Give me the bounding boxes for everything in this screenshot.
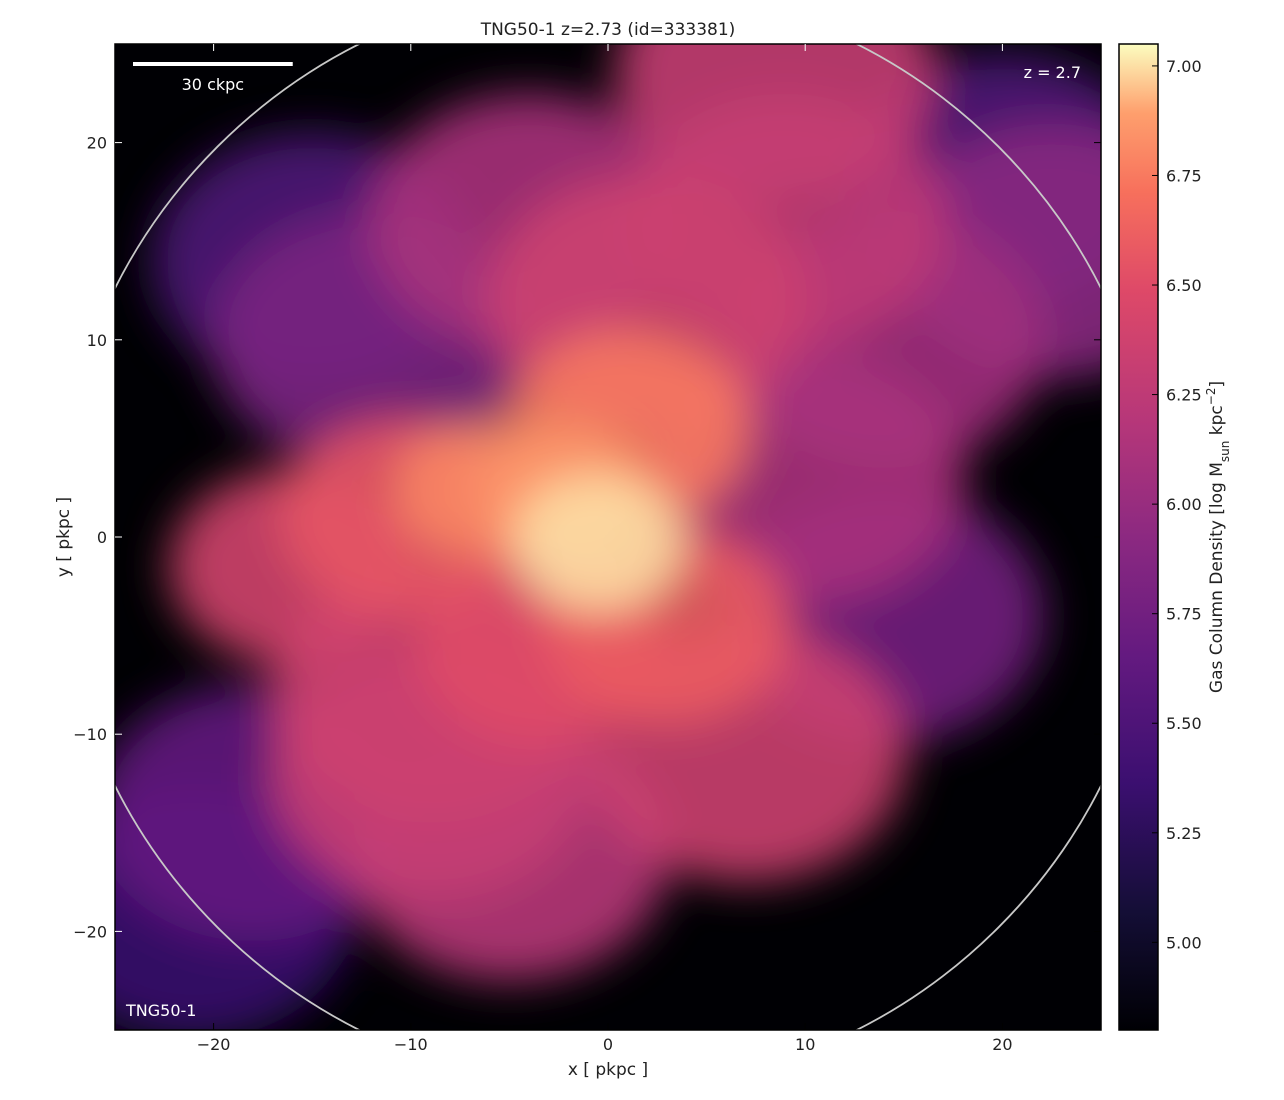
colorbar-tick-label: 6.50 bbox=[1166, 276, 1202, 295]
y-tick-label: 10 bbox=[87, 331, 107, 350]
x-tick-label: 0 bbox=[603, 1035, 613, 1054]
colorbar-title-mid: kpc bbox=[1207, 405, 1227, 440]
colorbar-tick-label: 6.25 bbox=[1166, 386, 1202, 405]
plot-area bbox=[114, 43, 1102, 1031]
x-tick-label: 20 bbox=[992, 1035, 1012, 1054]
colorbar-tick-label: 6.75 bbox=[1166, 166, 1202, 185]
colorbar-tick-label: 5.75 bbox=[1166, 605, 1202, 624]
x-tick-label: −10 bbox=[394, 1035, 428, 1054]
colorbar-tick-label: 5.50 bbox=[1166, 714, 1202, 733]
simulation-label: TNG50-1 bbox=[125, 1001, 196, 1020]
density-blob-24 bbox=[511, 473, 685, 612]
gas-density-map bbox=[115, 44, 1101, 1030]
y-tick-label: 0 bbox=[97, 528, 107, 547]
x-tick-label: −20 bbox=[197, 1035, 231, 1054]
colorbar-title-end: ] bbox=[1207, 381, 1227, 388]
x-axis-title: x [ pkpc ] bbox=[568, 1060, 648, 1080]
y-tick-label: −20 bbox=[73, 922, 107, 941]
colorbar-gradient bbox=[1118, 43, 1159, 1031]
x-axis: −20 −10 0 10 20 bbox=[197, 44, 1013, 1054]
colorbar-tick-label: 6.00 bbox=[1166, 495, 1202, 514]
redshift-label: z = 2.7 bbox=[1024, 63, 1081, 82]
colorbar-tick-label: 5.25 bbox=[1166, 824, 1202, 843]
y-tick-label: 20 bbox=[87, 134, 107, 153]
colorbar-title-sup: −2 bbox=[1204, 388, 1218, 406]
colorbar-tick-label: 7.00 bbox=[1166, 57, 1202, 76]
colorbar-title: Gas Column Density [log Msun kpc−2] bbox=[1204, 381, 1232, 693]
y-axis: 20 10 0 −10 −20 bbox=[73, 134, 1101, 941]
y-tick-label: −10 bbox=[73, 725, 107, 744]
colorbar-tick-label: 5.00 bbox=[1166, 933, 1202, 952]
colorbar: 7.00 6.75 6.50 6.25 6.00 5.75 5.50 5.25 5.00 Gas… bbox=[1118, 43, 1232, 1031]
colorbar-ticks: 7.00 6.75 6.50 6.25 6.00 5.75 5.50 5.25 5.00 bbox=[1152, 57, 1202, 952]
colorbar-title-sub: sun bbox=[1218, 441, 1232, 462]
chart-title: TNG50-1 z=2.73 (id=333381) bbox=[480, 20, 736, 40]
scale-bar-label: 30 ckpc bbox=[182, 75, 244, 94]
colorbar-title-main: Gas Column Density [log M bbox=[1207, 462, 1227, 693]
y-axis-title: y [ pkpc ] bbox=[54, 497, 74, 577]
x-tick-label: 10 bbox=[795, 1035, 815, 1054]
density-blob-13 bbox=[615, 44, 936, 202]
